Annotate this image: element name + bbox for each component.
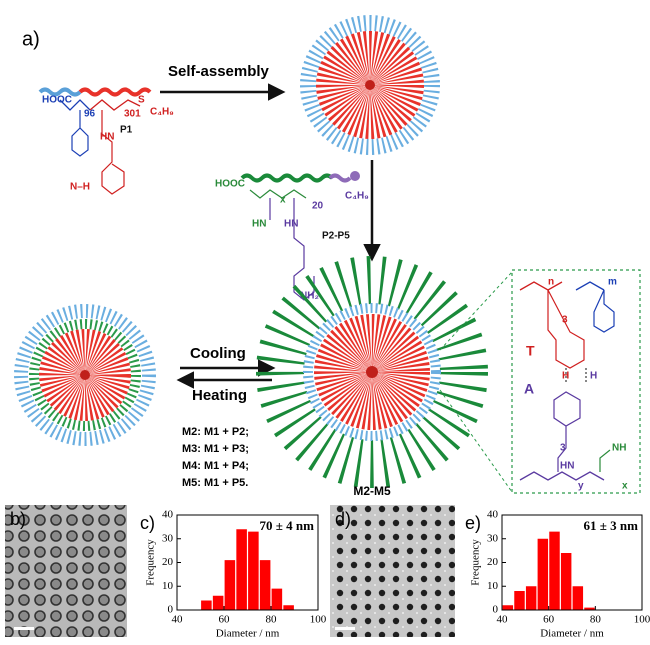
- chem-label: N–H: [70, 182, 90, 193]
- arrow-label: Self-assembly: [168, 63, 270, 80]
- panel-label: b): [10, 509, 26, 529]
- mixture-label: M4: M1 + P4;: [182, 460, 249, 472]
- y-tick-label: 40: [487, 509, 499, 521]
- panel-label: e): [465, 513, 481, 533]
- bar: [503, 605, 513, 610]
- x-tick-label: 80: [266, 614, 278, 626]
- x-tick-label: 60: [219, 614, 231, 626]
- scale-bar: [14, 627, 34, 630]
- chem-label: 3: [562, 315, 568, 326]
- y-axis-label: Frequency: [145, 539, 157, 586]
- panel-label: d): [335, 509, 351, 529]
- inset: n m 3 T A H H 3 HN NH y x: [440, 270, 640, 493]
- x-axis-label: Diameter / nm: [216, 628, 280, 640]
- chem-label: S: [138, 95, 145, 106]
- chem-label: T: [526, 343, 535, 359]
- chem-label: P2-P5: [322, 231, 350, 242]
- y-tick-label: 10: [162, 580, 174, 592]
- chem-label: x: [622, 481, 628, 492]
- bar: [549, 532, 559, 610]
- bar: [526, 586, 536, 610]
- chem-label: C₄H₉: [345, 191, 369, 202]
- bar: [201, 601, 212, 611]
- x-tick-label: 100: [310, 614, 327, 626]
- x-tick-label: 100: [634, 614, 650, 626]
- bar: [260, 560, 271, 610]
- bar: [213, 596, 224, 610]
- y-axis-label: Frequency: [470, 539, 482, 586]
- chem-label: m: [608, 277, 617, 288]
- arrow-label: Heating: [192, 387, 247, 404]
- x-tick-label: 80: [590, 614, 602, 626]
- chem-label: A: [524, 381, 534, 397]
- y-tick-label: 10: [487, 580, 499, 592]
- annotation: 70 ± 4 nm: [260, 518, 315, 533]
- chem-label: 3: [560, 443, 566, 454]
- page: a) HOOC 96 301 S C₄H₉ HN P1 N–H Self-ass…: [0, 0, 650, 640]
- mixture-label: M5: M1 + P5.: [182, 477, 248, 489]
- chem-label: H: [590, 371, 597, 382]
- x-tick-label: 40: [497, 614, 509, 626]
- micelle-m1: [308, 23, 432, 147]
- annotation: 61 ± 3 nm: [584, 518, 639, 533]
- y-tick-label: 20: [487, 556, 499, 568]
- chem-label: n: [548, 277, 554, 288]
- figure: a) HOOC 96 301 S C₄H₉ HN P1 N–H Self-ass…: [0, 0, 650, 640]
- mixture-label: M3: M1 + P3;: [182, 443, 249, 455]
- chem-label: HN: [560, 461, 574, 472]
- micelle-mixed: [21, 311, 149, 439]
- chem-label: HN: [252, 219, 266, 230]
- bar: [225, 560, 236, 610]
- bar: [283, 605, 294, 610]
- scale-bar: [335, 627, 355, 630]
- chem-label: HN: [284, 219, 298, 230]
- bar: [248, 532, 259, 610]
- bar: [561, 553, 571, 610]
- bar: [272, 589, 283, 610]
- chem-label: HOOC: [42, 95, 72, 106]
- chem-label: H: [562, 371, 569, 382]
- bar: [236, 529, 247, 610]
- bar: [514, 591, 524, 610]
- y-tick-label: 30: [162, 532, 174, 544]
- panel-label: a): [22, 28, 40, 50]
- chem-label: HOOC: [215, 179, 245, 190]
- y-tick-label: 40: [162, 509, 174, 521]
- chem-label: HN: [100, 132, 114, 143]
- micelle-label: M2-M5: [353, 484, 391, 498]
- p1-structure: HOOC 96 301 S C₄H₉ HN P1 N–H: [40, 90, 174, 195]
- chem-label: y: [578, 481, 584, 492]
- chem-label: P1: [120, 125, 133, 136]
- micelle-m2-m5: [280, 280, 464, 464]
- chem-label: x: [280, 195, 286, 206]
- mixture-label: M2: M1 + P2;: [182, 426, 249, 438]
- bar: [538, 539, 548, 610]
- bar: [573, 586, 583, 610]
- x-axis-label: Diameter / nm: [540, 628, 604, 640]
- chem-label: 96: [84, 109, 96, 120]
- chem-label: NH: [612, 443, 626, 454]
- chem-label: 301: [124, 109, 141, 120]
- x-tick-label: 40: [172, 614, 184, 626]
- chem-label: C₄H₉: [150, 107, 174, 118]
- panel-label: c): [140, 513, 155, 533]
- p2-structure: HOOC x 20 C₄H₉ HN HN P2-P5 NH₂: [215, 171, 369, 302]
- arrow-label: Cooling: [190, 345, 246, 362]
- y-tick-label: 30: [487, 532, 499, 544]
- x-tick-label: 60: [543, 614, 555, 626]
- chem-label: 20: [312, 201, 324, 212]
- y-tick-label: 20: [162, 556, 174, 568]
